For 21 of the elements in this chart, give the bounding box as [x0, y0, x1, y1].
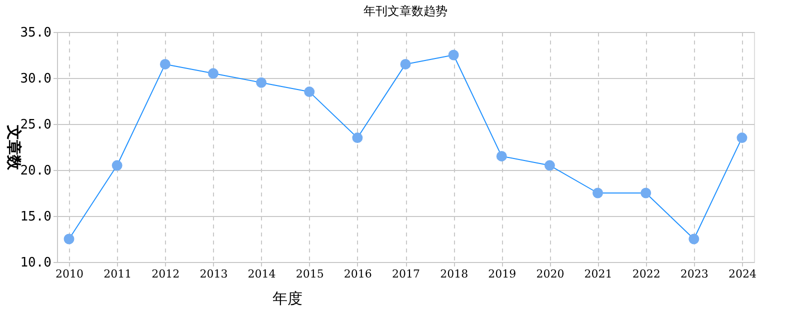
x-tick-label: 2012 — [152, 268, 180, 280]
y-tick-label: 15.0 — [20, 210, 52, 224]
x-tick-label: 2022 — [632, 268, 660, 280]
x-tick-label: 2015 — [296, 268, 324, 280]
y-tick-label: 35.0 — [20, 26, 52, 40]
x-tick-label: 2019 — [488, 268, 516, 280]
x-tick-label: 2014 — [248, 268, 276, 280]
x-tick-label: 2013 — [200, 268, 228, 280]
x-tick-label: 2016 — [344, 268, 372, 280]
x-tick-label: 2018 — [440, 268, 468, 280]
x-tick-label: 2021 — [584, 268, 612, 280]
x-axis-title: 年度 — [272, 290, 302, 308]
x-tick-label: 2010 — [56, 268, 84, 280]
chart-title: 年刊文章数趋势 — [364, 4, 448, 18]
x-tick-label: 2020 — [536, 268, 564, 280]
y-tick-label: 30.0 — [20, 72, 52, 86]
x-tick-label: 2023 — [680, 268, 708, 280]
x-tick-label: 2017 — [392, 268, 420, 280]
x-tick-label: 2024 — [728, 268, 756, 280]
x-tick-label: 2011 — [104, 268, 132, 280]
y-tick-label: 10.0 — [20, 256, 52, 270]
